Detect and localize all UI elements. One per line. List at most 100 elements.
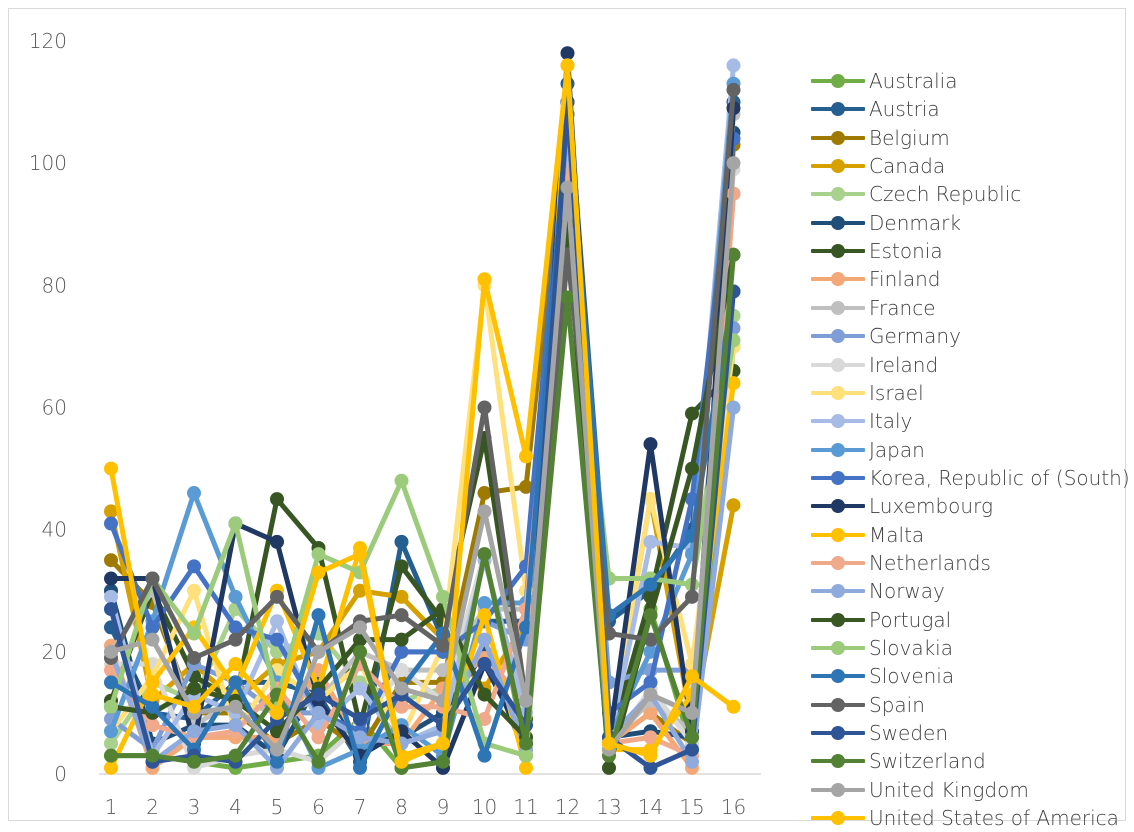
data-point [228, 516, 243, 531]
data-point [726, 376, 741, 391]
data-point [685, 461, 699, 476]
data-point [643, 675, 658, 690]
data-point [643, 644, 658, 659]
data-point [643, 705, 658, 720]
data-point [560, 290, 575, 305]
data-point [685, 742, 699, 757]
data-point [726, 400, 741, 415]
legend-swatch [809, 806, 867, 830]
legend-label: United States of America [869, 806, 1119, 831]
legend-label: Japan [869, 437, 925, 462]
data-point [104, 644, 118, 659]
legend-swatch [809, 97, 867, 121]
legend-label: Malta [869, 522, 925, 547]
data-point [643, 534, 658, 549]
legend-swatch [809, 381, 867, 405]
data-point [311, 608, 326, 623]
series-line [108, 252, 736, 759]
series-switzerland [104, 247, 741, 775]
data-point [394, 754, 409, 769]
legend-label: Switzerland [869, 749, 986, 774]
data-point [311, 644, 326, 659]
legend-swatch [809, 466, 867, 490]
x-tick-label: 15 [679, 795, 704, 819]
data-point [560, 58, 575, 73]
data-point [311, 730, 326, 745]
data-point [270, 534, 284, 549]
data-point [187, 754, 201, 769]
legend-item: Luxembourg [809, 492, 993, 520]
data-point [228, 699, 243, 714]
y-tick-label: 0 [54, 762, 67, 786]
data-point [311, 687, 326, 702]
data-point [726, 156, 741, 171]
data-point [726, 58, 741, 73]
data-point [643, 748, 658, 763]
series-line [108, 65, 736, 759]
legend-swatch [809, 608, 867, 632]
data-point [311, 705, 326, 720]
data-point [104, 602, 118, 617]
y-tick-label: 120 [29, 29, 67, 53]
series-line [110, 162, 736, 753]
data-point [228, 632, 243, 647]
x-tick-label: 13 [596, 795, 621, 819]
legend-label: Belgium [869, 125, 950, 150]
legend-item: Australia [809, 67, 957, 95]
data-point [477, 400, 492, 415]
legend-swatch [809, 211, 867, 235]
data-point [228, 620, 243, 635]
legend-item: Norway [809, 577, 945, 605]
legend-swatch [809, 154, 867, 178]
data-point [187, 583, 201, 598]
data-point [104, 461, 118, 476]
data-point [519, 693, 533, 708]
data-point [602, 736, 616, 751]
data-point [477, 608, 492, 623]
legend-swatch [809, 636, 867, 660]
data-point [187, 559, 201, 574]
legend-item: United Kingdom [809, 776, 1029, 804]
series-line [108, 89, 736, 704]
legend-label: Norway [869, 579, 945, 604]
x-tick-label: 6 [312, 795, 325, 819]
data-point [519, 748, 533, 763]
data-point [270, 614, 284, 629]
data-point [643, 730, 658, 745]
legend-item: Netherlands [809, 549, 991, 577]
legend-label: Ireland [869, 352, 939, 377]
data-point [394, 608, 409, 623]
data-point [394, 644, 409, 659]
data-point [311, 565, 326, 580]
legend-item: Sweden [809, 719, 948, 747]
data-point [519, 479, 533, 494]
legend-item: Ireland [809, 351, 938, 379]
legend-swatch [809, 579, 867, 603]
data-point [104, 760, 118, 775]
data-point [685, 406, 699, 421]
data-point [145, 687, 160, 702]
data-point [477, 547, 492, 562]
data-point [104, 516, 118, 531]
x-tick-label: 8 [395, 795, 408, 819]
data-point [187, 724, 201, 739]
data-point [602, 626, 616, 641]
legend-label: Canada [869, 154, 946, 179]
data-point [477, 748, 492, 763]
data-point [436, 638, 450, 653]
data-point [104, 699, 118, 714]
legend-label: Portugal [869, 607, 952, 632]
data-point [394, 632, 409, 647]
data-point [685, 589, 699, 604]
y-tick-label: 40 [42, 518, 67, 542]
series-line [108, 62, 735, 765]
legend-label: Korea, Republic of (South) [869, 465, 1130, 490]
series-line [108, 111, 736, 771]
x-tick-label: 4 [229, 795, 242, 819]
data-point [477, 595, 492, 610]
data-point [436, 589, 450, 604]
x-tick-label: 3 [188, 795, 201, 819]
data-point [394, 681, 409, 696]
data-point [228, 748, 243, 763]
